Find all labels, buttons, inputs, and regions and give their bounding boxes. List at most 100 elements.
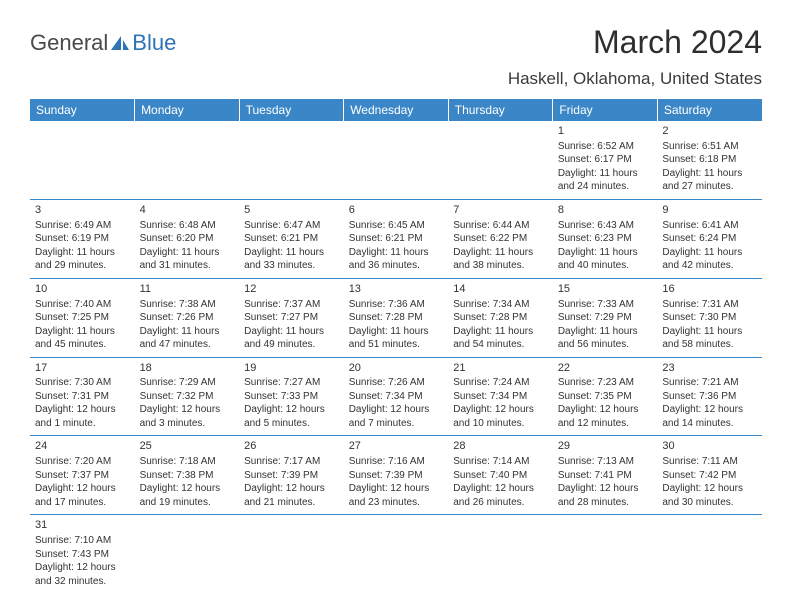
sunrise-text: Sunrise: 7:31 AM xyxy=(662,298,757,312)
day-number: 26 xyxy=(244,439,339,454)
daylight-text: Daylight: 12 hours xyxy=(35,403,130,417)
sunset-text: Sunset: 6:18 PM xyxy=(662,153,757,167)
sunrise-text: Sunrise: 7:11 AM xyxy=(662,455,757,469)
weekday-header: Friday xyxy=(553,99,658,121)
day-number: 1 xyxy=(558,124,653,139)
calendar-cell: 31Sunrise: 7:10 AMSunset: 7:43 PMDayligh… xyxy=(30,515,135,593)
sunrise-text: Sunrise: 7:16 AM xyxy=(349,455,444,469)
daylight-text: and 45 minutes. xyxy=(35,338,130,352)
day-number: 29 xyxy=(558,439,653,454)
daylight-text: and 58 minutes. xyxy=(662,338,757,352)
daylight-text: and 27 minutes. xyxy=(662,180,757,194)
calendar-row: 31Sunrise: 7:10 AMSunset: 7:43 PMDayligh… xyxy=(30,515,762,593)
daylight-text: and 5 minutes. xyxy=(244,417,339,431)
day-number: 18 xyxy=(140,361,235,376)
calendar-row: 3Sunrise: 6:49 AMSunset: 6:19 PMDaylight… xyxy=(30,199,762,278)
daylight-text: Daylight: 12 hours xyxy=(453,403,548,417)
calendar-cell: 2Sunrise: 6:51 AMSunset: 6:18 PMDaylight… xyxy=(657,121,762,199)
sunrise-text: Sunrise: 6:51 AM xyxy=(662,140,757,154)
calendar-cell: 5Sunrise: 6:47 AMSunset: 6:21 PMDaylight… xyxy=(239,199,344,278)
sunset-text: Sunset: 7:42 PM xyxy=(662,469,757,483)
daylight-text: and 12 minutes. xyxy=(558,417,653,431)
sunrise-text: Sunrise: 6:43 AM xyxy=(558,219,653,233)
daylight-text: Daylight: 11 hours xyxy=(558,167,653,181)
calendar-row: 1Sunrise: 6:52 AMSunset: 6:17 PMDaylight… xyxy=(30,121,762,199)
daylight-text: and 32 minutes. xyxy=(35,575,130,589)
sunset-text: Sunset: 7:39 PM xyxy=(349,469,444,483)
sunset-text: Sunset: 7:26 PM xyxy=(140,311,235,325)
sunset-text: Sunset: 7:29 PM xyxy=(558,311,653,325)
calendar-cell: 18Sunrise: 7:29 AMSunset: 7:32 PMDayligh… xyxy=(135,357,240,436)
calendar-row: 24Sunrise: 7:20 AMSunset: 7:37 PMDayligh… xyxy=(30,436,762,515)
sunrise-text: Sunrise: 7:14 AM xyxy=(453,455,548,469)
sunset-text: Sunset: 6:17 PM xyxy=(558,153,653,167)
sunset-text: Sunset: 7:33 PM xyxy=(244,390,339,404)
calendar-cell: 17Sunrise: 7:30 AMSunset: 7:31 PMDayligh… xyxy=(30,357,135,436)
daylight-text: Daylight: 12 hours xyxy=(35,482,130,496)
day-number: 11 xyxy=(140,282,235,297)
daylight-text: Daylight: 11 hours xyxy=(453,325,548,339)
daylight-text: and 30 minutes. xyxy=(662,496,757,510)
day-number: 31 xyxy=(35,518,130,533)
daylight-text: Daylight: 12 hours xyxy=(244,482,339,496)
calendar-cell xyxy=(553,515,658,593)
daylight-text: Daylight: 12 hours xyxy=(349,403,444,417)
logo-sail-icon xyxy=(110,35,130,51)
day-number: 10 xyxy=(35,282,130,297)
sunset-text: Sunset: 6:22 PM xyxy=(453,232,548,246)
sunrise-text: Sunrise: 7:20 AM xyxy=(35,455,130,469)
sunset-text: Sunset: 6:19 PM xyxy=(35,232,130,246)
weekday-header: Thursday xyxy=(448,99,553,121)
day-number: 28 xyxy=(453,439,548,454)
calendar-cell xyxy=(30,121,135,199)
daylight-text: and 54 minutes. xyxy=(453,338,548,352)
sunset-text: Sunset: 7:25 PM xyxy=(35,311,130,325)
day-number: 30 xyxy=(662,439,757,454)
daylight-text: and 3 minutes. xyxy=(140,417,235,431)
sunset-text: Sunset: 7:34 PM xyxy=(349,390,444,404)
day-number: 6 xyxy=(349,203,444,218)
location-text: Haskell, Oklahoma, United States xyxy=(508,69,762,89)
daylight-text: Daylight: 11 hours xyxy=(662,325,757,339)
weekday-header-row: Sunday Monday Tuesday Wednesday Thursday… xyxy=(30,99,762,121)
daylight-text: and 49 minutes. xyxy=(244,338,339,352)
sunset-text: Sunset: 7:31 PM xyxy=(35,390,130,404)
sunset-text: Sunset: 7:27 PM xyxy=(244,311,339,325)
daylight-text: Daylight: 11 hours xyxy=(662,167,757,181)
weekday-header: Tuesday xyxy=(239,99,344,121)
calendar-cell: 7Sunrise: 6:44 AMSunset: 6:22 PMDaylight… xyxy=(448,199,553,278)
sunset-text: Sunset: 7:32 PM xyxy=(140,390,235,404)
sunrise-text: Sunrise: 6:52 AM xyxy=(558,140,653,154)
daylight-text: Daylight: 11 hours xyxy=(35,325,130,339)
sunset-text: Sunset: 7:39 PM xyxy=(244,469,339,483)
calendar-table: Sunday Monday Tuesday Wednesday Thursday… xyxy=(30,99,762,593)
sunrise-text: Sunrise: 6:47 AM xyxy=(244,219,339,233)
calendar-cell: 12Sunrise: 7:37 AMSunset: 7:27 PMDayligh… xyxy=(239,278,344,357)
sunrise-text: Sunrise: 7:33 AM xyxy=(558,298,653,312)
daylight-text: Daylight: 12 hours xyxy=(662,482,757,496)
calendar-cell: 26Sunrise: 7:17 AMSunset: 7:39 PMDayligh… xyxy=(239,436,344,515)
weekday-header: Sunday xyxy=(30,99,135,121)
sunrise-text: Sunrise: 7:10 AM xyxy=(35,534,130,548)
calendar-cell: 3Sunrise: 6:49 AMSunset: 6:19 PMDaylight… xyxy=(30,199,135,278)
calendar-row: 17Sunrise: 7:30 AMSunset: 7:31 PMDayligh… xyxy=(30,357,762,436)
sunrise-text: Sunrise: 7:27 AM xyxy=(244,376,339,390)
calendar-cell xyxy=(344,121,449,199)
daylight-text: Daylight: 11 hours xyxy=(244,246,339,260)
sunrise-text: Sunrise: 7:23 AM xyxy=(558,376,653,390)
calendar-cell: 8Sunrise: 6:43 AMSunset: 6:23 PMDaylight… xyxy=(553,199,658,278)
day-number: 21 xyxy=(453,361,548,376)
calendar-cell: 25Sunrise: 7:18 AMSunset: 7:38 PMDayligh… xyxy=(135,436,240,515)
sunset-text: Sunset: 7:35 PM xyxy=(558,390,653,404)
sunset-text: Sunset: 6:20 PM xyxy=(140,232,235,246)
title-block: March 2024 Haskell, Oklahoma, United Sta… xyxy=(508,24,762,89)
daylight-text: Daylight: 12 hours xyxy=(140,482,235,496)
daylight-text: Daylight: 11 hours xyxy=(35,246,130,260)
daylight-text: Daylight: 12 hours xyxy=(558,482,653,496)
daylight-text: and 17 minutes. xyxy=(35,496,130,510)
sunset-text: Sunset: 7:28 PM xyxy=(453,311,548,325)
daylight-text: and 7 minutes. xyxy=(349,417,444,431)
daylight-text: Daylight: 12 hours xyxy=(453,482,548,496)
calendar-cell: 9Sunrise: 6:41 AMSunset: 6:24 PMDaylight… xyxy=(657,199,762,278)
daylight-text: Daylight: 11 hours xyxy=(662,246,757,260)
